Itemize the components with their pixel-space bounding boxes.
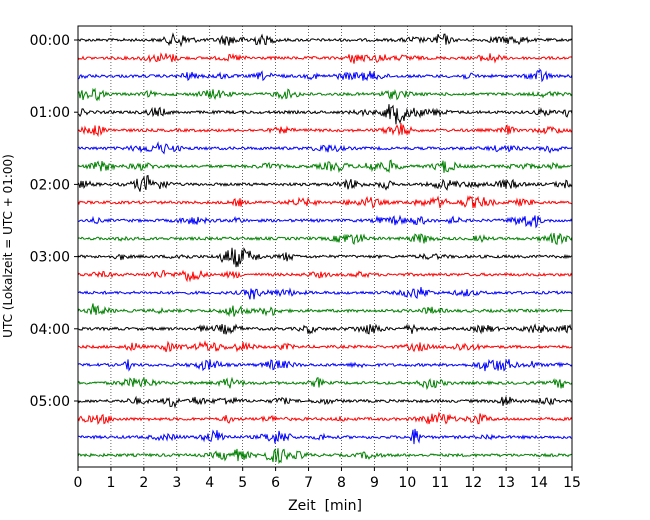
seismogram-trace: [77, 395, 573, 409]
seismogram-trace: [77, 376, 573, 391]
seismogram-trace: [77, 214, 573, 229]
x-tick-label: 11: [431, 475, 449, 491]
y-axis-label: UTC (Lokalzeit = UTC + 01:00): [1, 154, 15, 338]
seismogram-trace: [77, 411, 573, 425]
seismogram-trace: [77, 104, 573, 125]
y-tick-label: 04:00: [30, 322, 70, 338]
x-tick-label: 2: [139, 475, 148, 491]
y-tick-label: 01:00: [30, 105, 70, 121]
x-tick-label: 5: [238, 475, 247, 491]
plot-frame: [77, 25, 573, 468]
seismogram-trace: [77, 159, 573, 174]
x-tick-label: 8: [337, 475, 346, 491]
x-tick-label: 3: [172, 475, 181, 491]
x-axis: 0 1 2 3 4 5 6 7 8 9 10 11 12 13 14 15: [74, 467, 581, 491]
x-tick-label: 4: [205, 475, 214, 491]
seismogram-trace: [77, 448, 573, 465]
seismogram-trace: [77, 123, 573, 138]
seismogram-trace: [77, 232, 573, 245]
x-tick-label: 1: [106, 475, 115, 491]
seismogram-trace: [77, 52, 573, 64]
y-tick-label: 05:00: [30, 394, 70, 410]
x-tick-label: 6: [271, 475, 280, 491]
x-tick-label: 7: [304, 475, 313, 491]
seismogram-trace: [77, 246, 573, 268]
seismogram-trace: [77, 269, 573, 283]
x-tick-label: 15: [563, 475, 581, 491]
seismogram-trace: [77, 87, 573, 102]
seismogram-trace: [77, 68, 573, 83]
x-tick-label: 10: [398, 475, 416, 491]
seismogram-trace: [77, 141, 573, 155]
y-tick-label: 02:00: [30, 177, 70, 193]
x-axis-label: Zeit [min]: [288, 498, 362, 514]
x-tick-label: 9: [370, 475, 379, 491]
seismogram-trace: [77, 340, 573, 353]
seismogram-trace: [77, 174, 573, 192]
seismogram-trace: [77, 428, 573, 445]
seismogram-trace: [77, 303, 573, 317]
y-tick-label: 00:00: [30, 33, 70, 49]
y-axis: 00:00 01:00 02:00 03:00 04:00 05:00: [30, 33, 78, 410]
x-tick-label: 13: [497, 475, 515, 491]
y-tick-label: 03:00: [30, 250, 70, 266]
x-tick-label: 14: [530, 475, 548, 491]
seismogram-trace: [77, 195, 573, 209]
seismogram-trace: [77, 323, 573, 335]
trace-layer: [77, 32, 573, 465]
seismogram-trace: [77, 32, 573, 48]
seismogram-trace: [77, 358, 573, 372]
x-tick-label: 0: [74, 475, 83, 491]
seismogram-trace: [77, 287, 573, 300]
x-tick-label: 12: [464, 475, 482, 491]
